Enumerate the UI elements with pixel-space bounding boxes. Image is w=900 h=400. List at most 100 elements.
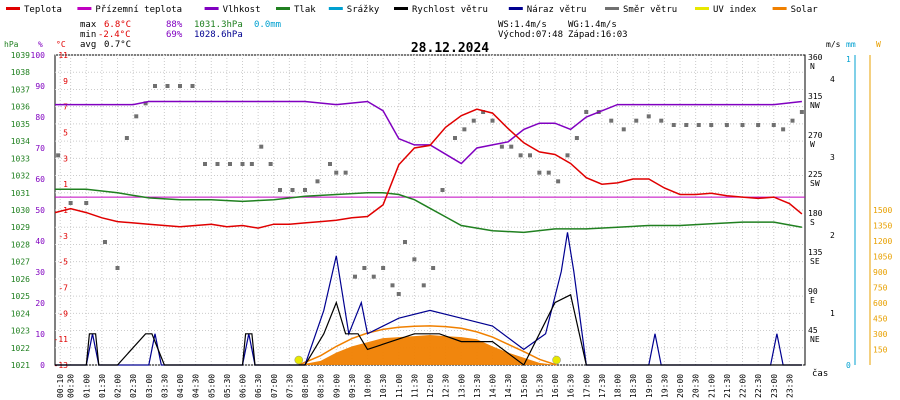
stats-sunrise: Východ:07:48: [498, 30, 563, 40]
wind-dir-point: [528, 153, 532, 158]
stats-sunset: Západ:16:03: [568, 30, 628, 40]
solar-tick: 450: [873, 315, 888, 324]
x-tick-label: 12:30: [442, 374, 451, 398]
x-tick-label: 02:30: [129, 374, 138, 398]
x-tick-label: 06:00: [239, 374, 248, 398]
wind-dir-point: [303, 188, 307, 192]
wind-dir-point: [471, 118, 476, 123]
x-tick-label: 03:00: [145, 374, 154, 398]
humidity-tick: 80: [35, 113, 45, 122]
wind-dir-tick: 45: [808, 326, 818, 335]
temperature-tick: 5: [63, 129, 68, 138]
pressure-tick: 1023: [11, 327, 30, 336]
legend-label: Solar: [791, 5, 819, 15]
x-tick-label: 02:00: [114, 374, 123, 398]
x-tick-label: 08:30: [317, 374, 326, 398]
pressure-tick: 1039: [11, 51, 30, 60]
rain-tick: 1: [846, 55, 851, 64]
x-tick-label: 09:00: [332, 374, 341, 398]
humidity-tick: 50: [35, 206, 45, 215]
wind-dir-point: [84, 201, 89, 205]
wind-dir-point: [334, 170, 339, 175]
x-tick-label: 19:00: [645, 374, 654, 398]
humidity-tick: 70: [35, 144, 45, 153]
wind-dir-point: [403, 240, 407, 244]
x-tick-label: 22:00: [739, 374, 748, 398]
wind-dir-point: [362, 266, 367, 270]
wind-dir-point: [574, 136, 579, 140]
humidity-tick: 100: [31, 51, 46, 60]
humidity-tick: 60: [35, 175, 45, 184]
solar-tick: 150: [873, 346, 888, 355]
x-tick-label: 22:30: [754, 374, 763, 398]
pressure-tick: 1022: [11, 344, 30, 353]
wind-dir-point: [315, 179, 320, 184]
wind-dir-point: [431, 266, 436, 270]
wind-dir-point: [103, 240, 107, 244]
temperature-tick: 1: [63, 180, 68, 189]
wind-dir-point: [353, 274, 357, 279]
legend-swatch: [6, 7, 20, 10]
wind-dir-point: [790, 118, 795, 123]
wind-dir-point: [621, 127, 626, 132]
solar-tick: 750: [873, 284, 888, 293]
legend-swatch: [695, 7, 709, 10]
temperature-line: [54, 108, 803, 229]
pressure-tick: 1028: [11, 240, 30, 249]
wind-dir-point: [453, 136, 457, 140]
x-tick-label: 23:30: [785, 374, 794, 398]
x-tick-label: 13:30: [473, 374, 482, 398]
wind-dir-point: [659, 118, 664, 123]
wind-dir-point: [756, 123, 761, 127]
wind-dir-point: [634, 118, 639, 123]
left-axes: 1039103810371036103510341033103210311030…: [4, 40, 68, 370]
wind-dir-letter: NE: [810, 335, 820, 344]
wind-dir-point: [546, 170, 551, 175]
wind-dir-point: [740, 123, 745, 127]
temperature-axis-label: °C: [56, 40, 66, 49]
humidity-tick: 10: [35, 330, 45, 339]
pressure-tick: 1031: [11, 189, 30, 198]
x-tick-label: 11:00: [395, 374, 404, 398]
solar-tick: 900: [873, 268, 888, 277]
x-tick-label: 20:30: [692, 374, 701, 398]
x-tick-label: 10:00: [364, 374, 373, 398]
pressure-tick: 1029: [11, 223, 30, 232]
wind-dir-point: [696, 123, 701, 127]
stats-avg-temp: 0.7°C: [104, 40, 131, 50]
temperature-tick: -11: [54, 335, 69, 344]
pressure-axis-label: hPa: [4, 40, 19, 49]
wind-dir-point: [268, 162, 273, 166]
x-tick-label: 16:30: [567, 374, 576, 398]
pressure-tick: 1033: [11, 154, 30, 163]
wind-dir-tick: 360: [808, 53, 823, 62]
solar-tick: 300: [873, 330, 888, 339]
humidity-axis-label: %: [38, 40, 43, 49]
x-tick-label: 03:30: [160, 374, 169, 398]
wind-dir-tick: 270: [808, 131, 823, 140]
wind-dir-point: [381, 266, 386, 270]
temperature-tick: -9: [58, 309, 68, 318]
legend-label: Srážky: [347, 5, 380, 15]
stats-ws: WS:1.4m/s: [498, 20, 547, 30]
wind-dir-point: [178, 84, 182, 88]
temperature-tick: 3: [63, 154, 68, 163]
humidity-tick: 40: [35, 237, 45, 246]
stats-max-hum: 88%: [166, 20, 183, 30]
wind-dir-letter: S: [810, 218, 815, 227]
wind-dir-point: [537, 170, 542, 175]
legend-label: Vlhkost: [223, 5, 261, 15]
wind-dir-point: [440, 188, 445, 192]
x-tick-label: 15:30: [535, 374, 544, 398]
pressure-line: [55, 188, 803, 234]
wind-dir-point: [190, 84, 195, 88]
solar-area: [298, 335, 557, 365]
legend-label: Směr větru: [623, 5, 677, 15]
wind-dir-point: [709, 123, 714, 127]
wind-dir-letter: SE: [810, 257, 820, 266]
wind-dir-point: [781, 127, 786, 132]
x-tick-label: 18:00: [614, 374, 623, 398]
x-tick-label: 10:30: [379, 374, 388, 398]
wind-dir-point: [509, 144, 514, 149]
